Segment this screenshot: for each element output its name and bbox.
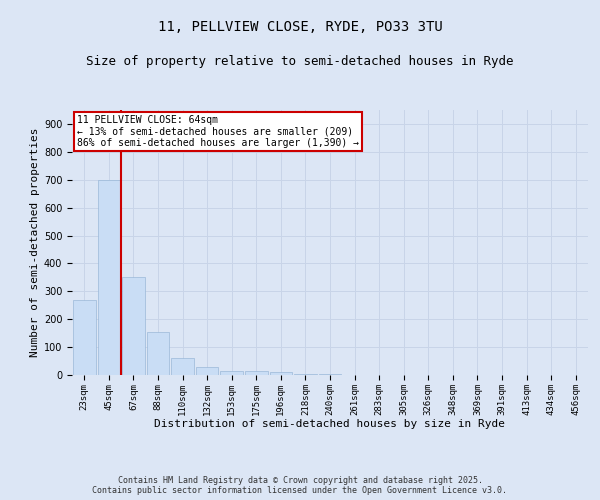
Bar	[220, 371, 243, 375]
Bar	[196, 366, 218, 375]
Bar	[294, 374, 317, 375]
Bar	[171, 358, 194, 375]
Bar	[146, 332, 169, 375]
Bar	[245, 371, 268, 375]
Y-axis label: Number of semi-detached properties: Number of semi-detached properties	[29, 128, 40, 357]
X-axis label: Distribution of semi-detached houses by size in Ryde: Distribution of semi-detached houses by …	[155, 419, 505, 429]
Text: 11 PELLVIEW CLOSE: 64sqm
← 13% of semi-detached houses are smaller (209)
86% of : 11 PELLVIEW CLOSE: 64sqm ← 13% of semi-d…	[77, 116, 359, 148]
Bar	[73, 300, 95, 375]
Bar	[269, 372, 292, 375]
Bar	[319, 374, 341, 375]
Text: 11, PELLVIEW CLOSE, RYDE, PO33 3TU: 11, PELLVIEW CLOSE, RYDE, PO33 3TU	[158, 20, 442, 34]
Bar	[98, 180, 120, 375]
Bar	[122, 278, 145, 375]
Text: Size of property relative to semi-detached houses in Ryde: Size of property relative to semi-detach…	[86, 55, 514, 68]
Text: Contains HM Land Registry data © Crown copyright and database right 2025.
Contai: Contains HM Land Registry data © Crown c…	[92, 476, 508, 495]
